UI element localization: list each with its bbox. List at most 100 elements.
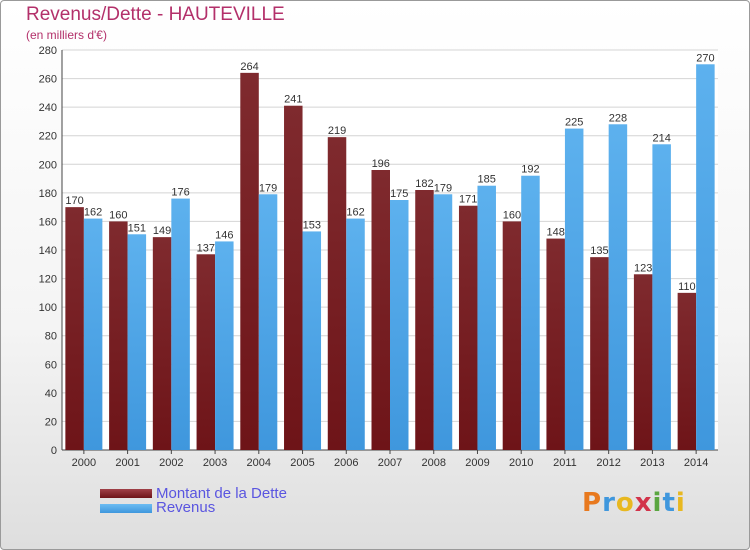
bar-dette (415, 190, 434, 450)
y-tick-label: 20 (45, 416, 57, 428)
data-label: 228 (609, 112, 627, 124)
data-label: 148 (547, 227, 565, 239)
bar-revenus (302, 231, 322, 450)
data-label: 176 (171, 187, 189, 199)
bar-dette (284, 105, 303, 450)
y-tick-label: 160 (39, 216, 57, 228)
data-label: 179 (259, 182, 277, 194)
x-tick-label: 2007 (378, 457, 402, 469)
x-tick-label: 2003 (203, 457, 227, 469)
data-label: 162 (84, 207, 102, 219)
legend-swatch-dette (100, 489, 152, 498)
y-tick-label: 280 (39, 45, 57, 57)
legend-label-revenus: Revenus (156, 499, 216, 516)
logo-letter: x (634, 488, 653, 518)
x-tick-label: 2009 (465, 457, 489, 469)
legend-label-dette: Montant de la Dette (156, 485, 287, 502)
data-label: 264 (240, 61, 258, 73)
x-tick-label: 2006 (334, 457, 358, 469)
y-tick-label: 140 (39, 245, 57, 257)
bar-revenus (171, 198, 190, 450)
data-label: 110 (678, 281, 696, 293)
proxiti-logo: Proxiti (582, 488, 686, 518)
data-label: 175 (390, 188, 408, 200)
x-tick-label: 2012 (596, 457, 620, 469)
y-tick-label: 260 (39, 74, 57, 86)
bar-revenus (521, 175, 540, 450)
y-tick-label: 100 (39, 302, 57, 314)
bar-dette (65, 207, 84, 450)
bar-revenus (258, 194, 278, 450)
y-tick-label: 220 (39, 131, 57, 143)
bar-revenus (652, 144, 671, 451)
bar-dette (196, 254, 216, 450)
x-tick-label: 2002 (159, 457, 183, 469)
data-label: 225 (565, 117, 583, 129)
x-tick-label: 2013 (640, 457, 664, 469)
data-label: 179 (434, 182, 452, 194)
bar-dette (590, 257, 609, 450)
data-label: 149 (153, 225, 171, 237)
bar-revenus (127, 234, 147, 450)
logo-letter: i (652, 488, 663, 518)
data-label: 170 (65, 195, 83, 207)
data-label: 270 (696, 52, 714, 64)
y-tick-label: 60 (45, 359, 57, 371)
bar-revenus (564, 128, 584, 451)
x-tick-label: 2011 (553, 457, 577, 469)
bar-revenus (477, 185, 496, 450)
data-label: 185 (478, 174, 496, 186)
bar-revenus (433, 194, 453, 450)
bar-dette (152, 237, 172, 450)
bar-dette (109, 221, 128, 450)
data-label: 160 (109, 209, 127, 221)
bar-revenus (215, 241, 234, 450)
x-tick-label: 2004 (247, 457, 271, 469)
bar-dette (677, 292, 697, 450)
x-tick-label: 2014 (684, 457, 708, 469)
data-label: 162 (346, 207, 364, 219)
bar-revenus (696, 64, 715, 451)
logo-letter: i (675, 488, 686, 518)
logo-letter: P (582, 488, 603, 518)
chart-title: Revenus/Dette - HAUTEVILLE (26, 4, 285, 25)
data-label: 160 (503, 209, 521, 221)
x-tick-label: 2005 (290, 457, 314, 469)
y-tick-label: 80 (45, 331, 57, 343)
data-label: 182 (415, 178, 433, 190)
y-tick-label: 0 (51, 445, 57, 457)
bar-dette (327, 137, 347, 450)
data-label: 214 (652, 132, 670, 144)
data-label: 192 (521, 164, 539, 176)
data-label: 196 (372, 158, 390, 170)
bar-dette (502, 221, 522, 450)
y-tick-label: 200 (39, 159, 57, 171)
data-label: 153 (303, 219, 321, 231)
data-label: 123 (634, 262, 652, 274)
x-tick-label: 2001 (115, 457, 139, 469)
y-tick-label: 40 (45, 388, 57, 400)
bar-dette (458, 205, 478, 450)
logo-letter: o (615, 488, 635, 518)
bar-dette (371, 170, 390, 450)
logo-letter: r (602, 488, 616, 518)
data-label: 137 (197, 242, 215, 254)
bar-dette (240, 72, 259, 450)
x-tick-label: 2010 (509, 457, 533, 469)
bar-revenus (608, 124, 628, 451)
legend-swatch-revenus (100, 504, 152, 513)
logo-letter: t (662, 488, 676, 518)
data-label: 219 (328, 125, 346, 137)
bar-revenus (83, 218, 103, 450)
data-label: 241 (284, 94, 302, 106)
bar-revenus (346, 218, 365, 450)
y-tick-label: 180 (39, 188, 57, 200)
x-tick-label: 2008 (421, 457, 445, 469)
bar-dette (633, 274, 653, 450)
x-tick-label: 2000 (72, 457, 96, 469)
chart-subtitle: (en milliers d'€) (26, 28, 107, 42)
data-label: 171 (459, 194, 477, 206)
data-label: 146 (215, 229, 233, 241)
y-tick-label: 240 (39, 102, 57, 114)
